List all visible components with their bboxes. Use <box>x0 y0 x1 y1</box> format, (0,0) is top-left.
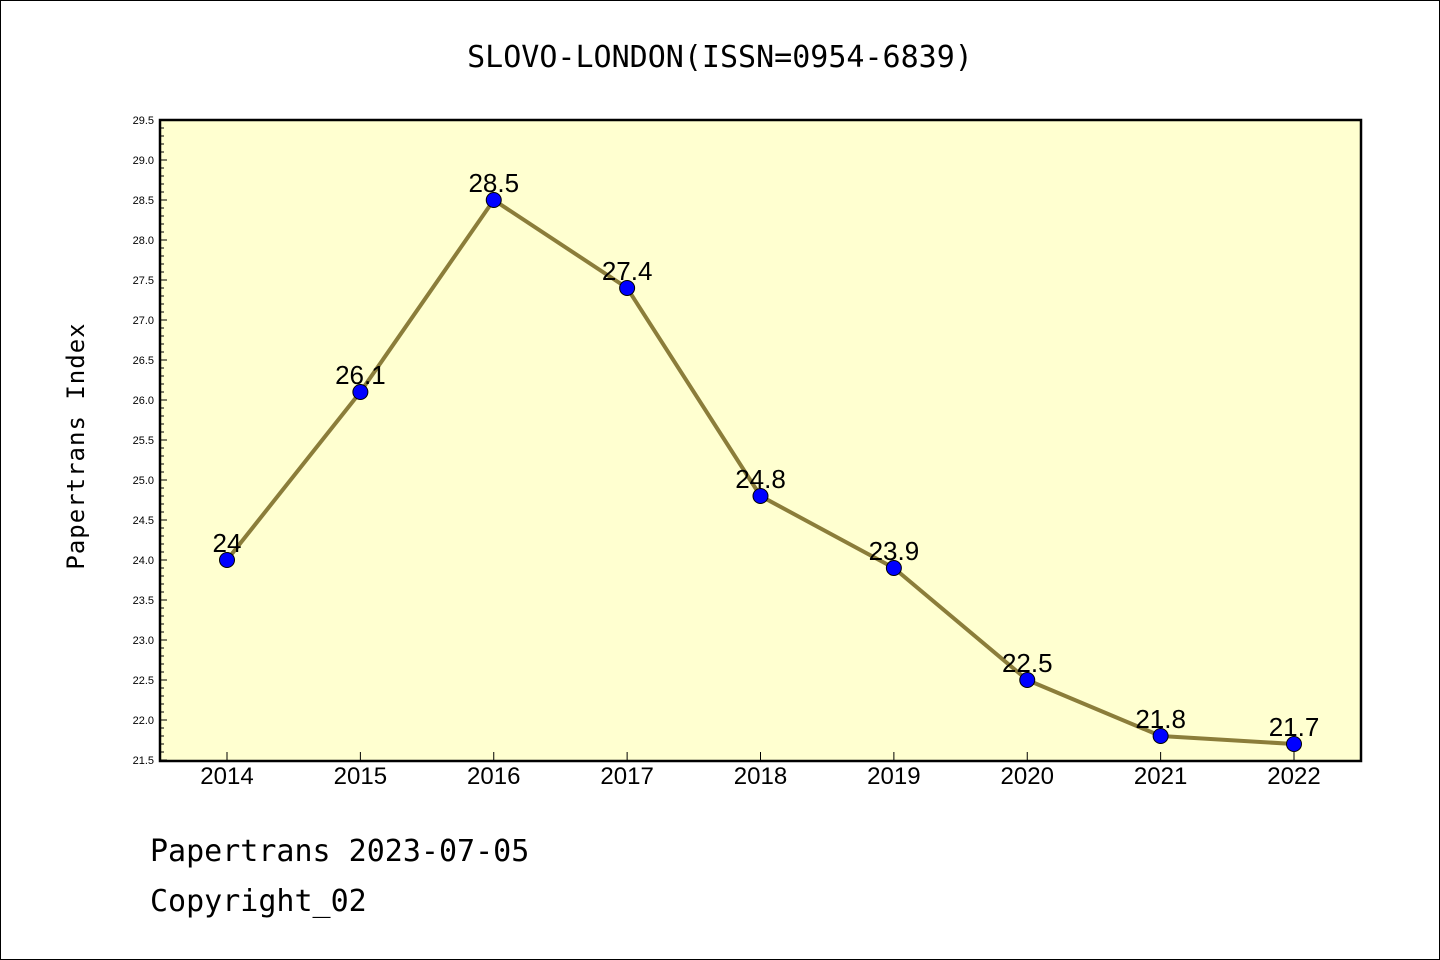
data-point <box>885 560 902 576</box>
data-point <box>1019 672 1036 688</box>
data-point <box>485 192 502 208</box>
data-point <box>352 384 369 400</box>
data-labels: 24 26.1 28.5 27.4 24.8 23.9 22.5 21.8 21.7 <box>213 168 1320 742</box>
x-tick-label: 2019 <box>867 763 920 790</box>
y-tick-label: 27.0 <box>133 315 154 327</box>
y-tick-label: 24.0 <box>133 555 154 567</box>
data-point <box>752 488 769 504</box>
y-tick-label: 29.0 <box>133 155 154 167</box>
data-label: 23.9 <box>869 536 920 566</box>
footer-date: Papertrans 2023-07-05 <box>150 834 530 869</box>
footer-copyright: Copyright_02 <box>150 884 367 919</box>
x-tick-label: 2014 <box>200 763 253 790</box>
y-axis-ticks: 21.5 22.0 22.5 23.0 23.5 24.0 24.5 25.0 25.5 26.0… <box>133 115 167 767</box>
y-tick-label: 25.0 <box>133 475 154 487</box>
plot-border <box>158 118 1363 763</box>
y-tick-label: 23.0 <box>133 635 154 647</box>
data-point <box>1152 728 1169 744</box>
x-tick-label: 2015 <box>334 763 387 790</box>
x-tick-label: 2018 <box>734 763 787 790</box>
chart-title: SLOVO-LONDON(ISSN=0954-6839) <box>467 40 973 75</box>
x-tick-label: 2022 <box>1267 763 1320 790</box>
data-label: 24 <box>213 528 242 558</box>
y-tick-label: 22.5 <box>133 675 154 687</box>
y-tick-label: 26.0 <box>133 395 154 407</box>
y-tick-label: 26.5 <box>133 355 154 367</box>
data-point <box>619 280 636 296</box>
y-axis-label: Papertrans Index <box>62 322 90 569</box>
data-label: 27.4 <box>602 256 653 286</box>
x-tick-label: 2016 <box>467 763 520 790</box>
y-tick-label: 21.5 <box>133 755 154 767</box>
data-markers <box>219 192 1302 752</box>
y-tick-label: 24.5 <box>133 515 154 527</box>
x-tick-label: 2020 <box>1001 763 1054 790</box>
y-tick-label: 28.5 <box>133 195 154 207</box>
data-label: 24.8 <box>735 464 786 494</box>
data-label: 28.5 <box>468 168 519 198</box>
y-tick-label: 29.5 <box>133 115 154 127</box>
y-tick-label: 23.5 <box>133 595 154 607</box>
data-label: 21.8 <box>1135 704 1186 734</box>
data-point <box>1286 736 1302 752</box>
y-tick-label: 25.5 <box>133 435 154 447</box>
y-tick-label: 27.5 <box>133 275 154 287</box>
data-point <box>219 552 235 568</box>
y-tick-label: 28.0 <box>133 235 154 247</box>
plot-area <box>160 120 1361 761</box>
x-tick-label: 2021 <box>1134 763 1187 790</box>
data-label: 21.7 <box>1269 712 1320 742</box>
data-label: 26.1 <box>335 360 386 390</box>
data-label: 22.5 <box>1002 648 1053 678</box>
x-tick-label: 2017 <box>600 763 653 790</box>
y-tick-label: 22.0 <box>133 715 154 727</box>
x-axis-ticks: 2014 2015 2016 2017 2018 2019 2020 2021 2022 <box>200 752 1321 790</box>
